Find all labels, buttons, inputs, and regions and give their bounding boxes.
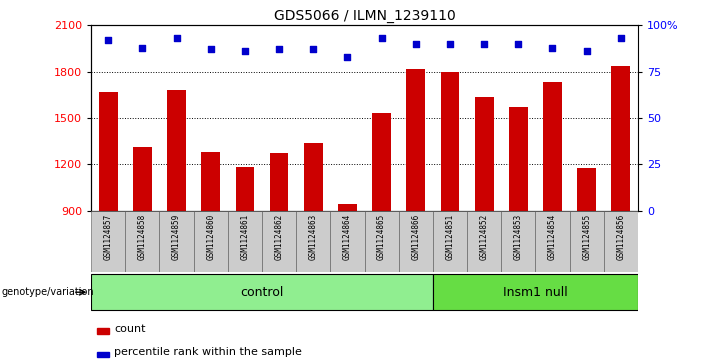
Text: GSM1124853: GSM1124853: [514, 213, 523, 260]
Bar: [569, 211, 604, 272]
Text: GSM1124866: GSM1124866: [411, 213, 421, 260]
Bar: [167, 90, 186, 211]
Text: Insm1 null: Insm1 null: [503, 286, 568, 299]
Bar: [407, 69, 426, 211]
Text: GSM1124857: GSM1124857: [104, 213, 113, 260]
Bar: [304, 143, 322, 211]
Text: GSM1124855: GSM1124855: [582, 213, 591, 260]
Bar: [262, 211, 296, 272]
Bar: [577, 168, 596, 211]
Point: [512, 41, 524, 47]
Text: GSM1124852: GSM1124852: [479, 213, 489, 260]
Bar: [97, 328, 109, 334]
Text: control: control: [240, 286, 284, 299]
Bar: [372, 113, 391, 211]
Text: percentile rank within the sample: percentile rank within the sample: [114, 347, 302, 357]
Text: GSM1124860: GSM1124860: [206, 213, 215, 260]
Bar: [236, 167, 254, 211]
Bar: [536, 211, 570, 272]
Bar: [270, 154, 289, 211]
Bar: [509, 107, 528, 211]
Text: GSM1124861: GSM1124861: [240, 213, 250, 260]
Text: GSM1124862: GSM1124862: [275, 213, 284, 260]
Bar: [338, 204, 357, 211]
Bar: [467, 211, 501, 272]
Text: GSM1124854: GSM1124854: [548, 213, 557, 260]
Text: GSM1124851: GSM1124851: [445, 213, 454, 260]
Bar: [160, 211, 193, 272]
Text: GSM1124856: GSM1124856: [616, 213, 625, 260]
Text: GSM1124863: GSM1124863: [308, 213, 318, 260]
Point: [308, 46, 319, 52]
Point: [547, 45, 558, 50]
Bar: [133, 147, 152, 211]
Bar: [91, 274, 433, 310]
Point: [581, 48, 592, 54]
Bar: [201, 152, 220, 211]
Text: GSM1124859: GSM1124859: [172, 213, 181, 260]
Point: [205, 46, 217, 52]
Point: [239, 48, 250, 54]
Text: genotype/variation: genotype/variation: [2, 287, 95, 297]
Point: [615, 36, 627, 41]
Point: [137, 45, 148, 50]
Bar: [475, 97, 494, 211]
Point: [102, 37, 114, 43]
Bar: [297, 211, 330, 272]
Point: [479, 41, 490, 47]
Text: GSM1124858: GSM1124858: [138, 213, 147, 260]
Point: [444, 41, 456, 47]
Bar: [330, 211, 365, 272]
Bar: [193, 211, 228, 272]
Bar: [97, 351, 109, 357]
Bar: [91, 211, 125, 272]
Point: [342, 54, 353, 60]
Bar: [604, 211, 638, 272]
Point: [376, 36, 387, 41]
Text: GSM1124864: GSM1124864: [343, 213, 352, 260]
Bar: [399, 211, 433, 272]
Point: [410, 41, 421, 47]
Bar: [228, 211, 262, 272]
Bar: [543, 82, 562, 211]
Bar: [433, 211, 467, 272]
Bar: [440, 72, 459, 211]
Bar: [365, 211, 399, 272]
Text: count: count: [114, 324, 146, 334]
Bar: [433, 274, 638, 310]
Title: GDS5066 / ILMN_1239110: GDS5066 / ILMN_1239110: [273, 9, 456, 23]
Bar: [501, 211, 536, 272]
Point: [171, 36, 182, 41]
Bar: [125, 211, 160, 272]
Text: GSM1124865: GSM1124865: [377, 213, 386, 260]
Bar: [99, 92, 118, 211]
Point: [273, 46, 285, 52]
Bar: [611, 65, 630, 211]
